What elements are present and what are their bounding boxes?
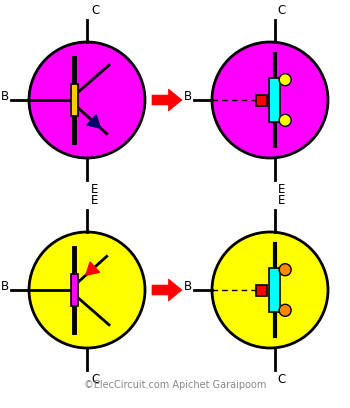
Text: E: E bbox=[91, 194, 98, 207]
Text: E: E bbox=[278, 194, 285, 207]
Circle shape bbox=[212, 232, 328, 348]
Circle shape bbox=[29, 232, 145, 348]
Text: B: B bbox=[1, 90, 9, 103]
Text: B: B bbox=[184, 90, 192, 103]
Polygon shape bbox=[87, 115, 100, 128]
Text: ©ElecCircuit.com Apichet Garaipoom: ©ElecCircuit.com Apichet Garaipoom bbox=[84, 380, 266, 390]
Text: B: B bbox=[1, 280, 9, 293]
Circle shape bbox=[212, 42, 328, 158]
Bar bbox=[71, 274, 78, 306]
Bar bbox=[269, 78, 280, 122]
Text: C: C bbox=[91, 4, 99, 17]
Circle shape bbox=[279, 114, 291, 126]
Text: B: B bbox=[184, 280, 192, 293]
Bar bbox=[256, 95, 267, 106]
Polygon shape bbox=[152, 279, 182, 301]
Circle shape bbox=[29, 42, 145, 158]
Bar bbox=[269, 268, 280, 312]
Bar bbox=[256, 284, 267, 295]
Text: C: C bbox=[91, 373, 99, 386]
Polygon shape bbox=[86, 262, 99, 275]
Polygon shape bbox=[152, 89, 182, 111]
Text: E: E bbox=[91, 183, 98, 196]
Text: E: E bbox=[278, 183, 285, 196]
Circle shape bbox=[279, 304, 291, 316]
Circle shape bbox=[279, 74, 291, 86]
Bar bbox=[71, 84, 78, 116]
Text: C: C bbox=[278, 4, 286, 17]
Circle shape bbox=[279, 264, 291, 276]
Text: C: C bbox=[278, 373, 286, 386]
